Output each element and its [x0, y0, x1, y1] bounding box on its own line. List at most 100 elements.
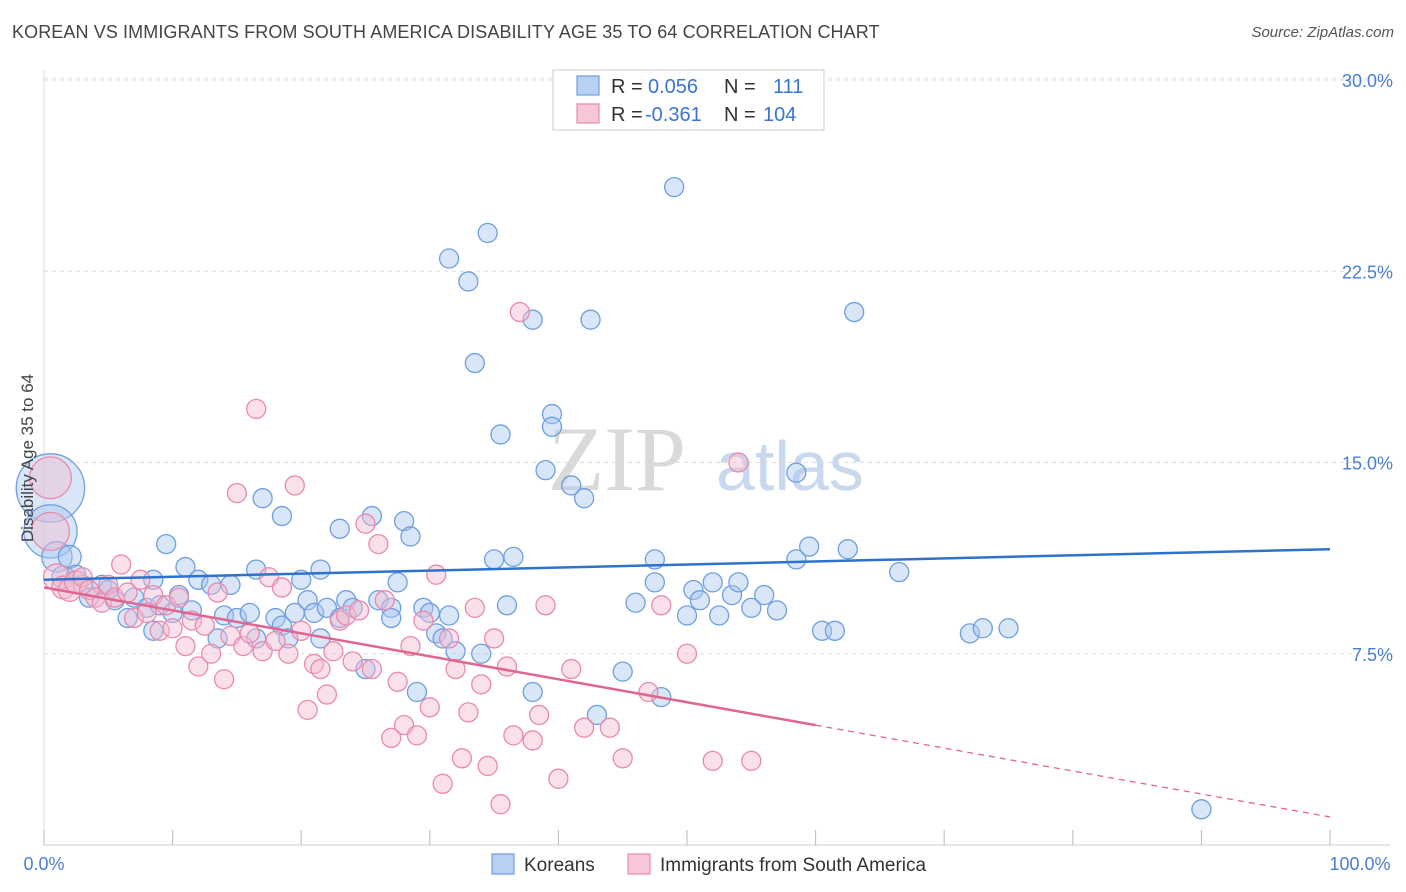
koreans-point	[702, 572, 723, 593]
immigrants-point	[509, 301, 530, 323]
immigrants-point	[728, 452, 749, 473]
legend-n-label-koreans: N =	[724, 76, 756, 98]
koreans-point	[837, 539, 858, 560]
immigrants-point	[374, 590, 395, 611]
bottom-legend-label-koreans: Koreans	[524, 855, 595, 876]
koreans-point	[303, 602, 325, 624]
immigrants-point	[130, 569, 151, 590]
immigrants-point	[368, 533, 389, 555]
trend-line-koreans	[43, 547, 1331, 582]
immigrants-point	[291, 620, 312, 641]
immigrants-point	[265, 630, 286, 652]
immigrants-point	[355, 513, 376, 534]
koreans-point	[541, 416, 563, 437]
immigrants-point	[702, 750, 723, 771]
immigrants-point	[361, 658, 383, 680]
koreans-point	[586, 704, 608, 726]
legend-n-label-immigrants: N =	[724, 104, 756, 126]
koreans-point	[728, 572, 749, 593]
koreans-point	[117, 607, 138, 629]
legend-n-value-immigrants: 104	[763, 104, 796, 126]
immigrants-point	[438, 628, 460, 649]
immigrants-point	[136, 602, 158, 624]
immigrants-point	[284, 475, 305, 496]
legend-r-value-koreans: 0.056	[648, 76, 698, 98]
y-tick-labels: 7.5% 15.0% 22.5% 30.0%	[1342, 71, 1393, 665]
koreans-point	[644, 572, 665, 593]
koreans-point	[676, 605, 698, 626]
immigrants-point	[123, 607, 145, 629]
immigrants-point	[207, 582, 228, 603]
koreans-point	[496, 595, 518, 616]
immigrants-point	[213, 669, 235, 690]
immigrants-point	[426, 564, 447, 585]
koreans-point	[438, 248, 460, 269]
koreans-point	[400, 526, 421, 547]
y-tick-label: 30.0%	[1342, 71, 1393, 91]
legend-r-label-koreans: R =	[611, 76, 643, 98]
koreans-point	[239, 602, 260, 624]
immigrants-point	[528, 704, 550, 726]
immigrants-point	[336, 605, 357, 626]
koreans-point	[387, 572, 408, 593]
immigrants-point	[297, 699, 318, 720]
koreans-point	[393, 511, 415, 532]
x-tick-label-max: 100.0%	[1329, 854, 1390, 874]
immigrants-point	[175, 635, 196, 657]
immigrants-point	[271, 577, 293, 598]
immigrants-point	[548, 768, 569, 789]
koreans-point	[271, 505, 293, 527]
koreans-point	[471, 643, 492, 664]
immigrants-point	[278, 643, 299, 664]
koreans-point	[689, 590, 711, 611]
trend-line-immigrants-extrapolated	[815, 724, 1331, 818]
bottom-legend-label-immigrants: Immigrants from South America	[660, 855, 927, 876]
immigrants-point	[72, 567, 93, 588]
koreans-point	[438, 605, 460, 626]
immigrants-point	[676, 643, 698, 664]
immigrants-point	[348, 600, 370, 621]
y-axis-label: Disability Age 35 to 64	[18, 374, 37, 542]
immigrants-point	[98, 574, 119, 596]
immigrants-point	[310, 658, 331, 680]
koreans-point	[889, 562, 910, 583]
immigrants-point	[490, 794, 511, 815]
koreans-point	[663, 176, 685, 198]
immigrants-point	[316, 684, 338, 705]
immigrants-point	[483, 628, 505, 649]
koreans-point	[432, 628, 453, 649]
koreans-point	[535, 459, 556, 481]
immigrants-point	[233, 635, 254, 657]
immigrants-point	[239, 623, 260, 644]
immigrants-point	[451, 748, 473, 769]
x-ticks	[43, 830, 1331, 845]
koreans-point	[612, 661, 633, 682]
immigrants-point	[419, 697, 440, 718]
immigrants-point	[162, 618, 183, 639]
koreans-point	[709, 605, 730, 626]
immigrants-point	[246, 398, 267, 420]
immigrants-point	[573, 717, 595, 738]
immigrants-point	[561, 658, 582, 680]
koreans-point	[766, 600, 788, 621]
koreans-point	[580, 309, 601, 330]
immigrants-point	[201, 643, 222, 664]
immigrants-point	[496, 656, 518, 677]
immigrants-point	[406, 725, 428, 746]
legend-swatch-immigrants	[576, 103, 600, 124]
chart-title: KOREAN VS IMMIGRANTS FROM SOUTH AMERICA …	[12, 22, 880, 42]
legend-box: R = 0.056 N = 111 R = -0.361 N = 104	[552, 69, 825, 131]
immigrants-point	[111, 554, 132, 575]
koreans-point	[458, 271, 479, 292]
immigrants-point	[188, 656, 209, 677]
legend-r-value-immigrants: -0.361	[645, 104, 702, 126]
immigrants-point	[381, 727, 402, 749]
x-tick-label-min: 0.0%	[23, 854, 64, 874]
koreans-point	[368, 590, 389, 611]
gridlines	[44, 77, 1390, 655]
immigrants-point	[503, 725, 524, 746]
koreans-point	[625, 592, 646, 613]
bottom-legend-swatch-immigrants	[627, 853, 651, 875]
immigrants-point	[387, 671, 408, 692]
